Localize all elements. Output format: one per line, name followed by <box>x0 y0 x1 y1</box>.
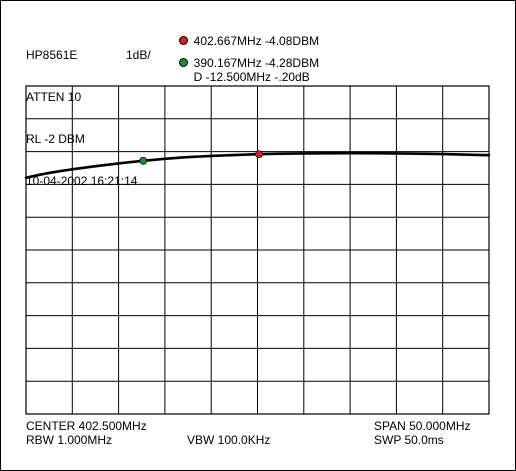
video-bandwidth: VBW 100.0KHz <box>187 433 271 447</box>
center-frequency: CENTER 402.500MHz <box>26 419 147 433</box>
marker-delta-label: D -12.500MHz -.20dB <box>193 70 310 84</box>
sweep-time: SWP 50.0ms <box>374 433 444 447</box>
resolution-bandwidth: RBW 1.000MHz <box>26 433 113 447</box>
marker-2-label: 390.167MHz -4.28DBM <box>193 56 320 70</box>
reference-level: RL -2 DBM <box>26 132 85 146</box>
vertical-scale: 1dB/ <box>126 48 151 62</box>
spectrum-trace <box>24 151 491 180</box>
marker-1-readout: 402.667MHz -4.08DBM <box>172 20 319 48</box>
marker-2-dot-icon <box>178 58 188 67</box>
trace-marker-2 <box>139 156 148 165</box>
marker-2-readout: 390.167MHz -4.28DBM <box>172 42 319 70</box>
instrument-model: HP8561E <box>26 48 78 62</box>
attenuation-setting: ATTEN 10 <box>26 90 82 104</box>
trace-marker-1 <box>255 150 263 159</box>
frequency-span: SPAN 50.000MHz <box>374 419 471 433</box>
marker-1-dot-icon <box>178 36 188 45</box>
marker-delta-readout: D -12.500MHz -.20dB <box>187 56 310 84</box>
marker-1-label: 402.667MHz -4.08DBM <box>193 34 320 48</box>
